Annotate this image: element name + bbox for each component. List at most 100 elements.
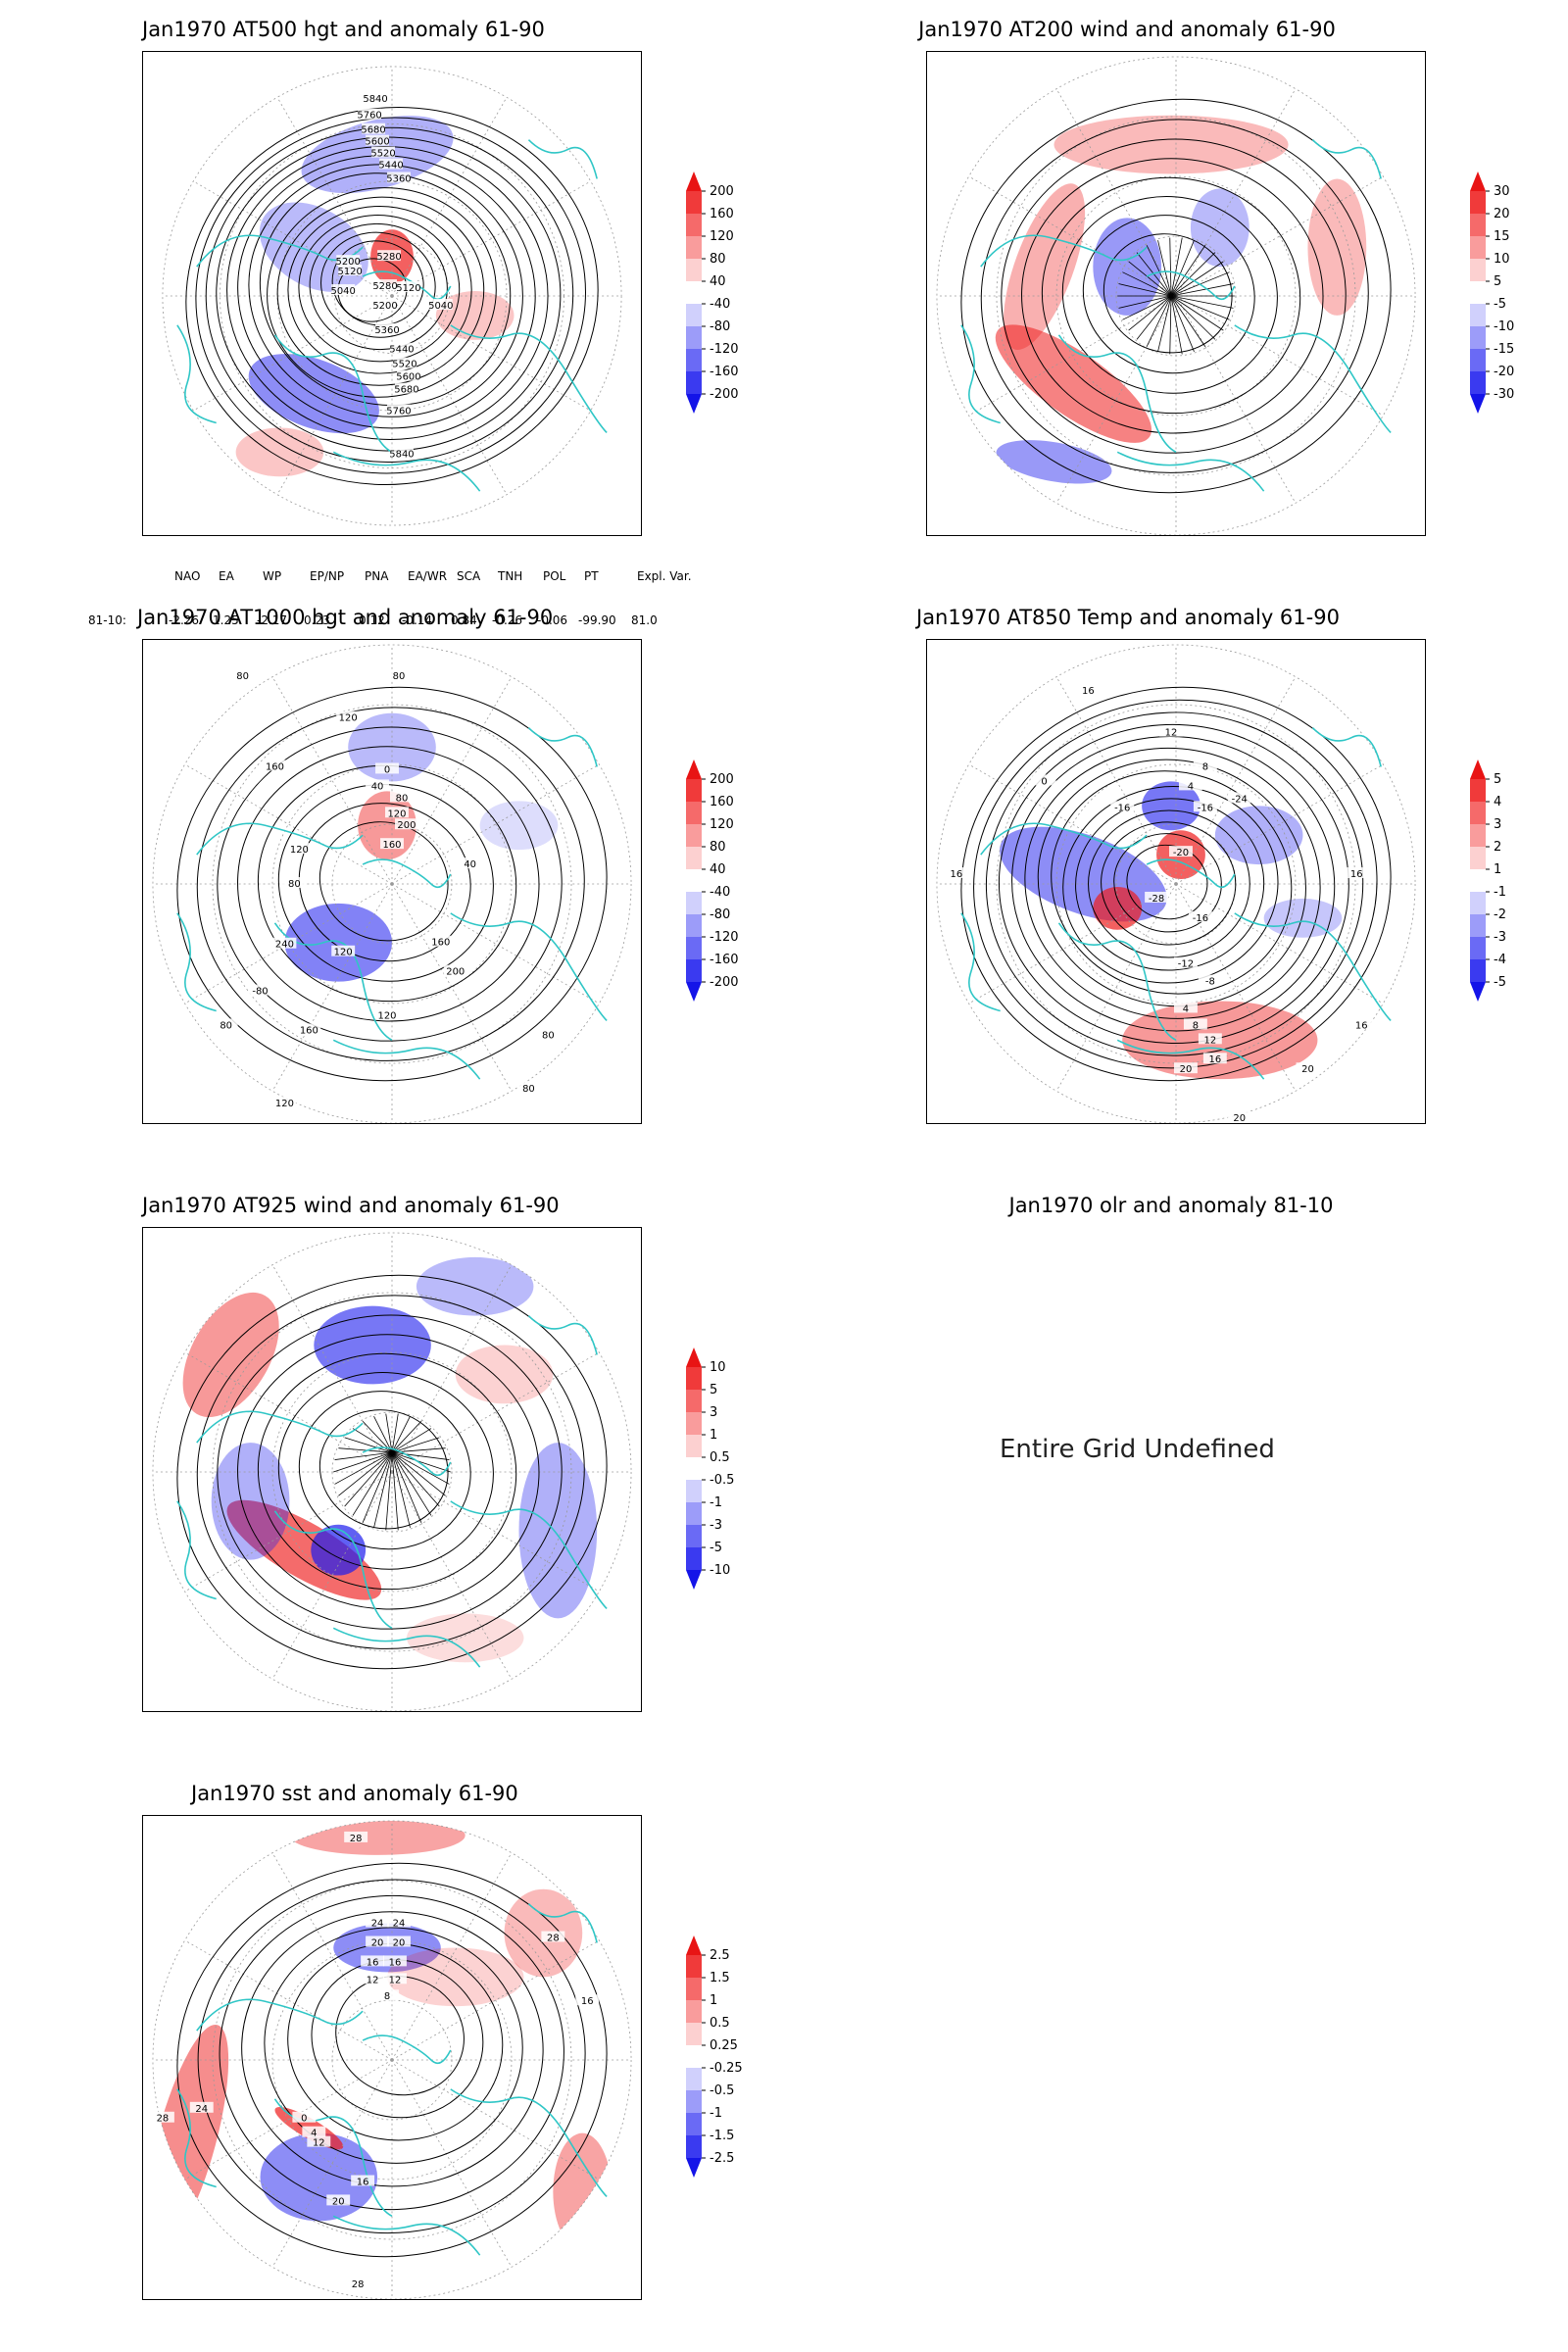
- colorbar-tick-label: 80: [710, 840, 726, 855]
- colorbar-svg: 2.5 1.5 1 0.5 0.25 -0.25 -0.5 -1 -1.5 -2.5: [686, 1936, 743, 2178]
- contour-label: 80: [236, 671, 249, 682]
- contour-label: 8: [1202, 761, 1208, 772]
- index-value: -2.26: [169, 613, 200, 627]
- contour-label: 20: [1180, 1064, 1193, 1075]
- index-header: PNA: [365, 569, 389, 583]
- panel-title-500hgt: Jan1970 AT500 hgt and anomaly 61-90: [142, 18, 545, 41]
- panel-title-sst: Jan1970 sst and anomaly 61-90: [191, 1782, 518, 1805]
- contour-label: -24: [1232, 794, 1248, 805]
- colorbar-tick-label: 200: [710, 772, 734, 787]
- colorbar-1000hgt: 200 160 120 80 40 -40 -80 -120 -160 -200: [686, 760, 764, 1015]
- contour-label: 28: [350, 1834, 363, 1844]
- colorbar-tick-label: 15: [1494, 229, 1510, 244]
- contour-label: 120: [378, 1010, 397, 1021]
- contour-label: 120: [334, 948, 353, 958]
- contour-label: 40: [464, 859, 476, 870]
- contour-label: 24: [371, 1919, 384, 1930]
- index-header: TNH: [498, 569, 523, 583]
- panel-title-850temp: Jan1970 AT850 Temp and anomaly 61-90: [916, 606, 1340, 629]
- colorbar-tick-label: -160: [710, 953, 739, 967]
- index-value: -0.06: [537, 613, 568, 627]
- map-svg: 5840576056805600552054405360528052005120…: [162, 66, 622, 526]
- map-panel-200wind: [926, 51, 1426, 536]
- colorbar-tick-label: -10: [710, 1563, 730, 1578]
- colorbar-850temp: 5 4 3 2 1 -1 -2 -3 -4 -5: [1470, 760, 1548, 1015]
- colorbar-tick-label: 1.5: [710, 1971, 730, 1985]
- contour-label: 4: [1188, 781, 1194, 792]
- panel-title-olr: Jan1970 olr and anomaly 81-10: [1008, 1194, 1334, 1217]
- colorbar-tick-label: -1: [710, 1495, 722, 1510]
- contour-label: -8: [1205, 977, 1215, 988]
- contour-label: 16: [1355, 1020, 1368, 1031]
- colorbar-tick-label: 160: [710, 795, 734, 809]
- contour-label: 12: [313, 2138, 325, 2149]
- contour-label: 120: [387, 808, 406, 819]
- colorbar-tick-label: 40: [710, 274, 726, 289]
- colorbar-sst: 2.5 1.5 1 0.5 0.25 -0.25 -0.5 -1 -1.5 -2.5: [686, 1936, 764, 2191]
- undefined-grid-message: Entire Grid Undefined: [1000, 1435, 1275, 1464]
- colorbar-500hgt: 200 160 120 80 40 -40 -80 -120 -160 -200: [686, 172, 764, 427]
- colorbar-tick-label: -200: [710, 387, 739, 402]
- index-value: 0.23: [304, 613, 330, 627]
- contour-label: 40: [371, 781, 384, 792]
- index-header: NAO: [174, 569, 201, 583]
- contour-label: 5280: [376, 252, 401, 263]
- colorbar-svg: 30 20 15 10 5 -5 -10 -15 -20 -30: [1470, 172, 1514, 414]
- colorbar-tick-label: -1.5: [710, 2129, 734, 2143]
- colorbar-tick-label: -5: [1494, 975, 1506, 990]
- contour-label: 24: [195, 2104, 208, 2115]
- contour-label: 20: [1233, 1113, 1246, 1123]
- colorbar-tick-label: 30: [1494, 184, 1510, 199]
- index-header: Expl. Var.: [637, 569, 692, 583]
- colorbar-tick-label: -4: [1494, 953, 1506, 967]
- contour-label: 20: [393, 1937, 406, 1948]
- contour-label: 160: [266, 761, 284, 772]
- colorbar-tick-label: 0.25: [710, 2038, 738, 2053]
- colorbar-tick-label: -2: [1494, 907, 1506, 922]
- colorbar-tick-label: -20: [1494, 365, 1514, 379]
- index-header: SCA: [457, 569, 481, 583]
- colorbar-tick-label: -3: [1494, 930, 1506, 945]
- contour-label: 80: [220, 1020, 232, 1031]
- contour-label: 5040: [331, 286, 356, 297]
- map-svg: [152, 1232, 632, 1711]
- contour-label: 200: [397, 820, 416, 831]
- contour-label: -28: [1149, 894, 1164, 905]
- indices-header-row: NAO EA WP EP/NP PNA EA/WR SCA TNH POL PT Expl. Var…: [88, 569, 692, 586]
- contour-label: 120: [275, 1099, 294, 1109]
- contour-label: 16: [389, 1957, 402, 1968]
- colorbar-tick-label: -80: [710, 319, 730, 334]
- colorbar-tick-label: -2.5: [710, 2151, 734, 2166]
- colorbar-tick-label: 3: [710, 1405, 717, 1420]
- index-header: WP: [263, 569, 282, 583]
- contour-label: 5600: [396, 372, 420, 383]
- colorbar-tick-label: -120: [710, 342, 739, 357]
- contour-label: -16: [1198, 803, 1213, 813]
- contour-label: 16: [1350, 869, 1363, 880]
- contour-label: 4: [1183, 1004, 1189, 1014]
- index-value: 1.25: [213, 613, 239, 627]
- colorbar-tick-label: 5: [1494, 274, 1501, 289]
- index-value: 0.84: [451, 613, 477, 627]
- colorbar-tick-label: -0.5: [710, 1473, 734, 1488]
- colorbar-tick-label: 120: [710, 229, 734, 244]
- index-header: PT: [584, 569, 599, 583]
- contour-label: 16: [1082, 686, 1095, 697]
- colorbar-tick-label: 40: [710, 862, 726, 877]
- contour-label: 5200: [336, 257, 361, 268]
- colorbar-tick-label: -120: [710, 930, 739, 945]
- contour-label: 28: [157, 2114, 170, 2125]
- colorbar-svg: 5 4 3 2 1 -1 -2 -3 -4 -5: [1470, 760, 1506, 1002]
- contour-label: 80: [393, 671, 406, 682]
- contour-label: 120: [339, 713, 358, 724]
- index-header: EA: [219, 569, 234, 583]
- contour-label: 16: [357, 2177, 369, 2187]
- contour-label: 5760: [357, 111, 381, 122]
- contour-label: 5440: [378, 161, 403, 172]
- map-panel-sst: 28 24 24 20 20 16 16 12 12 8 28 16 28 24 0 4 12 16 20 28: [142, 1815, 642, 2300]
- contour-label: 12: [1204, 1035, 1217, 1046]
- colorbar-tick-label: -40: [710, 297, 730, 312]
- contour-label: -16: [1193, 913, 1208, 924]
